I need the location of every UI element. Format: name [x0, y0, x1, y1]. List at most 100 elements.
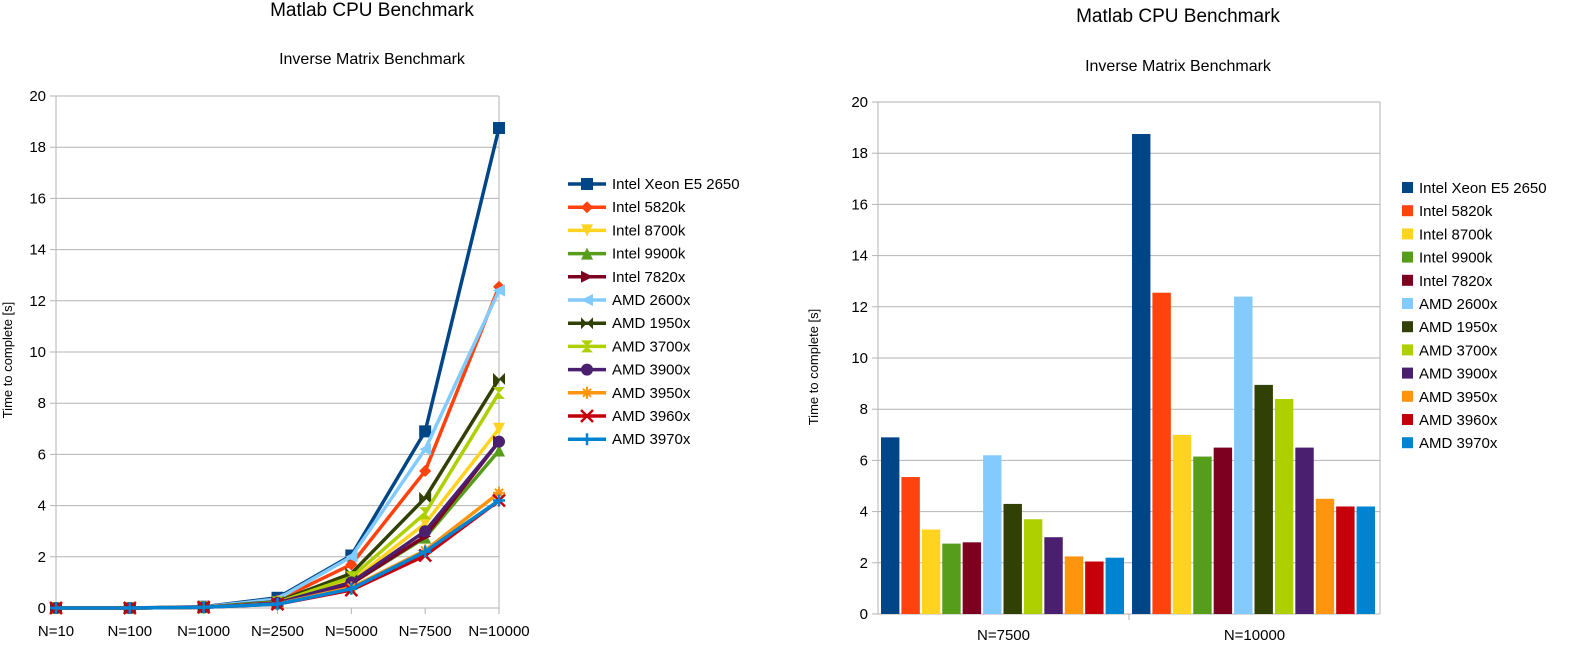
lc-series-3 — [50, 444, 505, 614]
lc-legend-item: Intel Xeon E5 2650 — [568, 176, 740, 193]
bc-legend-swatch — [1402, 344, 1413, 356]
lc-legend-label: AMD 3960x — [612, 408, 691, 425]
lc-data-point — [493, 122, 505, 134]
lc-data-point — [493, 494, 505, 507]
lc-legend-item: AMD 2600x — [568, 292, 691, 309]
lc-legend-item: Intel 7820x — [568, 269, 686, 286]
bc-legend-label: Intel 7820x — [1419, 273, 1493, 290]
line-chart: Matlab CPU Benchmark Inverse Matrix Benc… — [0, 0, 740, 640]
bc-legend-swatch — [1402, 228, 1413, 240]
line-chart-x-ticks: N=10 N=100 N=1000 N=2500 N=5000 N=7500 N=10000 — [38, 623, 530, 640]
bc-bar — [962, 542, 982, 614]
lc-legend-marker — [581, 178, 593, 190]
lc-legend-marker — [581, 386, 593, 399]
lc-legend-item: Intel 9900k — [568, 246, 686, 263]
lc-y-tick-label: 0 — [38, 600, 46, 617]
lc-x-tick-label: N=10000 — [468, 623, 529, 640]
lc-y-tick-label: 20 — [29, 88, 46, 105]
lc-series-line — [56, 286, 501, 610]
lc-data-point — [493, 435, 505, 448]
lc-legend-label: AMD 3900x — [612, 362, 691, 379]
lc-data-point — [419, 491, 432, 504]
bc-y-tick-label: 12 — [851, 299, 868, 316]
bar-chart-y-ticks: 0 2 4 6 8 10 12 14 16 18 20 — [851, 94, 868, 623]
bc-y-tick-label: 18 — [851, 145, 868, 162]
lc-series-11 — [50, 494, 505, 614]
lc-legend-label: AMD 1950x — [612, 315, 691, 332]
bc-bar — [942, 543, 961, 614]
lc-data-point — [419, 525, 432, 538]
bc-bar — [1152, 292, 1171, 614]
bar-chart-x-ticks: N=7500 N=10000 — [977, 627, 1285, 644]
lc-data-point — [419, 465, 432, 478]
line-chart-subtitle: Inverse Matrix Benchmark — [279, 51, 466, 68]
bc-bar — [1132, 134, 1151, 614]
lc-legend-marker — [581, 247, 593, 260]
lc-series-5 — [50, 284, 505, 614]
bc-y-tick-label: 8 — [860, 401, 868, 418]
lc-y-tick-label: 10 — [29, 344, 46, 361]
lc-data-point — [419, 517, 432, 530]
bc-bar — [1356, 506, 1375, 614]
lc-y-tick-label: 6 — [38, 446, 46, 463]
bc-legend-item: Intel 7820x — [1402, 273, 1493, 290]
bc-legend-swatch — [1402, 414, 1413, 425]
lc-data-point — [271, 598, 284, 611]
lc-data-point — [345, 550, 358, 563]
lc-series-line — [56, 440, 501, 610]
bc-bar — [921, 529, 941, 614]
lc-series-1 — [50, 280, 505, 614]
bc-y-tick-label: 0 — [860, 606, 868, 623]
lc-data-point — [493, 386, 505, 399]
lc-legend-label: AMD 2600x — [612, 292, 691, 309]
bar-chart-y-axis-label: Time to complete [s] — [806, 309, 821, 426]
lc-legend-item: Intel 5820k — [568, 199, 686, 216]
bc-legend-swatch — [1402, 390, 1413, 402]
lc-x-tick-label: N=2500 — [251, 623, 304, 640]
bc-legend-label: AMD 3970x — [1419, 435, 1498, 452]
line-chart-y-ticks: 0 2 4 6 8 10 12 14 16 18 20 — [29, 88, 46, 617]
lc-legend-item: AMD 3960x — [568, 408, 691, 425]
lc-data-point — [493, 284, 505, 297]
line-chart-y-axis-label: Time to complete [s] — [0, 302, 15, 419]
bc-bar — [1315, 498, 1335, 614]
bc-legend-item: Intel 9900k — [1402, 250, 1493, 267]
bc-legend-label: AMD 3700x — [1419, 342, 1498, 359]
bc-legend-label: AMD 3900x — [1419, 366, 1498, 383]
bc-bar — [1254, 384, 1273, 614]
lc-data-point — [493, 444, 505, 457]
lc-data-point — [197, 601, 210, 614]
lc-y-tick-label: 18 — [29, 139, 46, 156]
bc-legend-swatch — [1402, 437, 1413, 449]
lc-legend-item: Intel 8700k — [568, 222, 686, 239]
bc-legend-item: AMD 3950x — [1402, 389, 1498, 406]
line-chart-legend: Intel Xeon E5 2650 Intel 5820k Intel 8700k… — [568, 176, 740, 448]
lc-data-point — [345, 558, 358, 571]
lc-legend-marker — [581, 270, 593, 283]
bc-bar — [983, 455, 1002, 614]
bc-legend-item: Intel 8700k — [1402, 226, 1493, 243]
bc-bar — [1295, 447, 1314, 614]
bc-legend-item: Intel 5820k — [1402, 203, 1493, 220]
bc-legend-swatch — [1402, 298, 1413, 309]
lc-legend-label: Intel 8700k — [612, 222, 686, 239]
lc-x-tick-label: N=7500 — [399, 623, 452, 640]
bc-legend-item: Intel Xeon E5 2650 — [1402, 180, 1547, 197]
lc-series-line — [56, 392, 501, 610]
lc-legend-label: Intel 5820k — [612, 199, 686, 216]
lc-legend-label: Intel 7820x — [612, 269, 686, 286]
lc-data-point — [419, 443, 432, 456]
lc-data-point — [50, 602, 62, 614]
lc-series-line — [56, 127, 501, 610]
bc-legend-label: AMD 3950x — [1419, 389, 1498, 406]
lc-y-tick-label: 14 — [29, 242, 46, 259]
bc-y-tick-label: 4 — [860, 504, 868, 521]
bc-bar — [1003, 503, 1022, 614]
bar-chart-subtitle: Inverse Matrix Benchmark — [1085, 58, 1272, 75]
lc-data-point — [419, 545, 432, 558]
lc-legend-label: AMD 3950x — [612, 385, 691, 402]
bc-bar — [1064, 556, 1084, 614]
lc-legend-marker — [581, 363, 593, 376]
lc-x-tick-label: N=100 — [108, 623, 153, 640]
lc-data-point — [123, 602, 136, 614]
